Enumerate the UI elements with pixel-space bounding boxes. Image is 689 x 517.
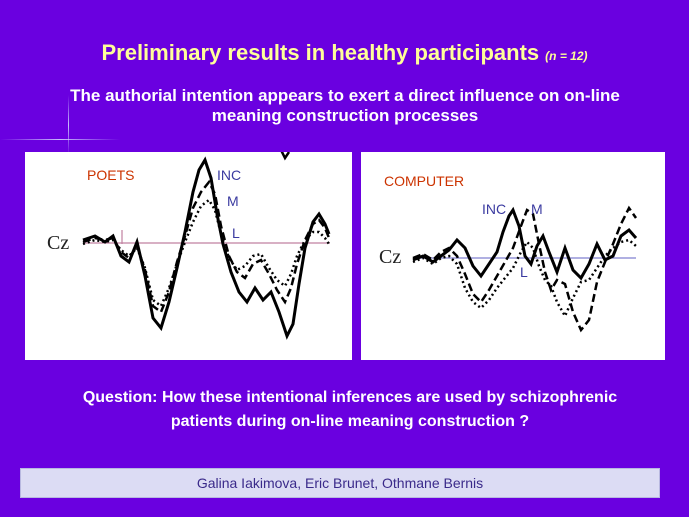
electrode-label-cz: Cz: [379, 246, 402, 268]
electrode-label-cz: Cz: [47, 232, 70, 254]
erp-trace-inc: [412, 206, 638, 281]
authors-text: Galina Iakimova, Eric Brunet, Othmane Be…: [196, 475, 484, 491]
title-text: Preliminary results in healthy participa…: [101, 40, 540, 65]
erp-trace-l: [412, 238, 637, 319]
erp-trace-l: [82, 198, 331, 308]
erp-trace-m: [82, 179, 331, 314]
sample-size: (n = 12): [545, 49, 588, 63]
curve-label-inc: INC: [482, 201, 507, 217]
sparkle-decoration: [0, 139, 120, 140]
group-label-computer: COMPUTER: [384, 173, 465, 189]
group-label-poets: POETS: [87, 167, 135, 183]
erp-panel-computer: COMPUTER INC M L Cz: [361, 152, 665, 360]
slide-title: Preliminary results in healthy participa…: [0, 40, 689, 66]
curve-label-m: M: [227, 193, 239, 209]
question-text: Question: How these intentional inferenc…: [82, 389, 618, 430]
curve-label-m: M: [531, 201, 543, 217]
erp-trace-m: [412, 205, 638, 333]
erp-panel-poets: POETS INC M L Cz: [25, 152, 352, 360]
curve-label-inc: INC: [217, 167, 242, 183]
erp-waveforms-computer: [412, 205, 638, 333]
sparkle-decoration-vertical: [68, 95, 69, 155]
slide-subtitle: The authorial intention appears to exert…: [70, 86, 620, 125]
curve-label-l: L: [520, 264, 528, 280]
erp-trace-top-fragment: [280, 152, 291, 161]
erp-waveforms-poets: [82, 152, 331, 340]
authors-footer: Galina Iakimova, Eric Brunet, Othmane Be…: [20, 468, 660, 498]
curve-label-l: L: [232, 225, 240, 241]
